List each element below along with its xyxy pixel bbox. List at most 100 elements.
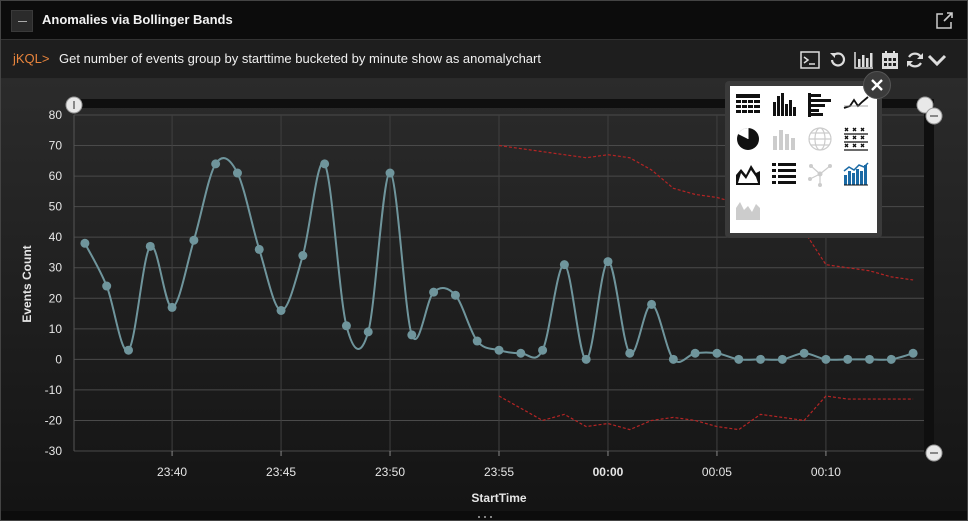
data-point xyxy=(799,348,809,358)
x-tick-label: 23:55 xyxy=(484,465,514,479)
y-tick-label: -30 xyxy=(45,444,63,458)
y-tick-label: 20 xyxy=(49,291,63,305)
x-tick-label: 23:50 xyxy=(375,465,405,479)
data-point xyxy=(538,345,548,355)
data-point xyxy=(254,244,264,254)
chart-type-grid xyxy=(730,86,877,233)
query-bar: jKQL> Get number of events group by star… xyxy=(1,40,967,79)
panel-titlebar: Anomalies via Bollinger Bands xyxy=(1,1,967,40)
data-point xyxy=(189,235,199,245)
x-axis-ticks: 23:40 23:45 23:50 23:55 00:00 00:05 00:10 xyxy=(157,465,841,479)
footer-grip-icon[interactable] xyxy=(478,516,492,518)
scatter-matrix-icon[interactable] xyxy=(843,126,869,152)
close-icon xyxy=(871,79,883,91)
data-point xyxy=(777,354,787,364)
chevron-down-icon[interactable] xyxy=(926,49,948,71)
calendar-icon[interactable] xyxy=(879,49,901,71)
data-point xyxy=(756,354,766,364)
y-tick-label: 60 xyxy=(49,169,63,183)
data-point xyxy=(341,321,351,331)
stacked-area-icon[interactable] xyxy=(735,196,761,222)
y-tick-label: 50 xyxy=(49,200,63,214)
data-point xyxy=(603,257,613,267)
y-tick-label: 30 xyxy=(49,261,63,275)
y-tick-label: 40 xyxy=(49,230,63,244)
column-chart-icon[interactable] xyxy=(771,92,797,118)
lower-band-line xyxy=(498,395,914,431)
data-point xyxy=(407,330,417,340)
pie-chart-icon[interactable] xyxy=(735,126,761,152)
data-point xyxy=(690,348,700,358)
y-tick-label: 10 xyxy=(49,322,63,336)
y-tick-label: 70 xyxy=(49,139,63,153)
x-axis-label: StartTime xyxy=(471,491,526,505)
data-point xyxy=(211,159,221,169)
area-chart-icon[interactable] xyxy=(735,161,761,187)
data-point xyxy=(668,354,678,364)
data-point xyxy=(123,345,133,355)
data-point xyxy=(734,354,744,364)
bar-chart-icon[interactable] xyxy=(853,49,875,71)
y-tick-label: 80 xyxy=(49,108,63,122)
panel-footer xyxy=(1,511,967,520)
popout-icon[interactable] xyxy=(935,10,955,30)
data-point xyxy=(385,168,395,178)
list-icon[interactable] xyxy=(771,161,797,187)
undo-icon[interactable] xyxy=(827,49,849,71)
stacked-column-icon[interactable] xyxy=(771,126,797,152)
x-tick-label: 00:00 xyxy=(593,465,624,479)
data-point xyxy=(494,345,504,355)
data-point xyxy=(80,238,90,248)
upper-band-line xyxy=(498,144,914,281)
data-point xyxy=(559,260,569,270)
terminal-icon[interactable] xyxy=(799,49,821,71)
range-handle-right-lower-grip xyxy=(930,452,938,454)
data-point xyxy=(821,354,831,364)
data-point xyxy=(429,287,439,297)
data-point xyxy=(363,327,373,337)
data-point xyxy=(865,354,875,364)
globe-icon[interactable] xyxy=(807,126,833,152)
data-point xyxy=(232,168,242,178)
close-picker-button[interactable] xyxy=(863,71,891,99)
y-tick-label: 0 xyxy=(55,352,62,366)
data-point xyxy=(908,348,918,358)
data-point xyxy=(843,354,853,364)
y-tick-label: -10 xyxy=(45,383,63,397)
chart-type-picker xyxy=(725,81,882,238)
range-bar-right xyxy=(924,108,934,452)
data-point xyxy=(145,241,155,251)
range-bar-top xyxy=(74,99,934,108)
event-series xyxy=(80,157,918,364)
collapse-button[interactable] xyxy=(11,10,33,32)
refresh-icon[interactable] xyxy=(904,49,926,71)
data-point xyxy=(320,159,330,169)
range-handle-top-right[interactable] xyxy=(916,96,934,114)
data-point xyxy=(647,299,657,309)
y-axis-label: Events Count xyxy=(20,245,34,322)
bar-chart-horizontal-icon[interactable] xyxy=(807,92,833,118)
x-tick-label: 00:05 xyxy=(702,465,732,479)
data-point xyxy=(298,251,308,261)
data-point xyxy=(276,305,286,315)
data-point xyxy=(472,336,482,346)
data-point xyxy=(581,354,591,364)
x-tick-label: 23:45 xyxy=(266,465,296,479)
network-icon[interactable] xyxy=(807,161,833,187)
table-icon[interactable] xyxy=(735,92,761,118)
data-point xyxy=(886,354,896,364)
data-point xyxy=(516,348,526,358)
y-tick-label: -20 xyxy=(45,413,63,427)
data-point xyxy=(102,281,112,291)
data-point xyxy=(167,302,177,312)
x-tick-label: 00:10 xyxy=(811,465,841,479)
bollinger-bands xyxy=(498,144,914,431)
range-handle-right-upper-grip xyxy=(930,115,938,117)
data-point xyxy=(450,290,460,300)
query-prompt: jKQL> xyxy=(13,51,50,66)
x-tick-label: 23:40 xyxy=(157,465,187,479)
line-chart-icon[interactable] xyxy=(843,92,869,118)
anomaly-chart-icon[interactable] xyxy=(843,161,869,187)
query-text[interactable]: Get number of events group by starttime … xyxy=(59,51,541,66)
